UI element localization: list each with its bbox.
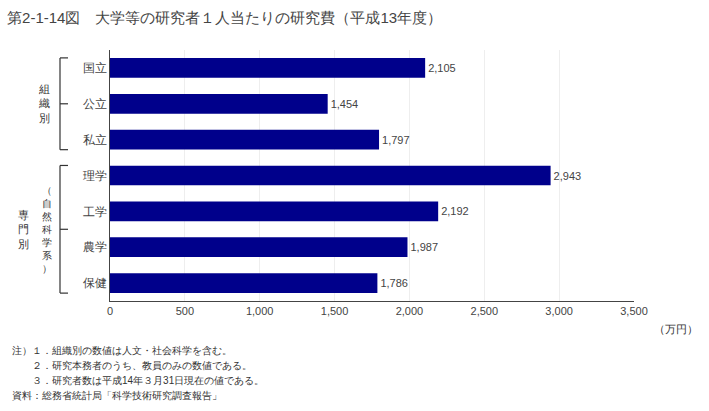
svg-text:1,000: 1,000 [246, 305, 274, 317]
svg-text:2,500: 2,500 [471, 305, 499, 317]
svg-text:500: 500 [176, 305, 194, 317]
svg-text:国立: 国立 [83, 61, 107, 75]
svg-text:組織別: 組織別 [38, 83, 50, 124]
svg-text:注）１．組織別の数値は人文・社会科学を含む。: 注）１．組織別の数値は人文・社会科学を含む。 [12, 345, 232, 356]
svg-text:工学: 工学 [83, 205, 107, 219]
svg-text:0: 0 [107, 305, 113, 317]
svg-text:２．研究本務者のうち、教員のみの数値である。: ２．研究本務者のうち、教員のみの数値である。 [12, 360, 252, 371]
svg-text:1,500: 1,500 [321, 305, 349, 317]
svg-text:3,000: 3,000 [545, 305, 573, 317]
svg-text:1,454: 1,454 [331, 98, 359, 110]
svg-text:2,105: 2,105 [428, 62, 456, 74]
svg-text:３．研究者数は平成14年３月31日現在の値である。: ３．研究者数は平成14年３月31日現在の値である。 [12, 375, 264, 386]
svg-text:3,500: 3,500 [620, 305, 648, 317]
svg-text:私立: 私立 [83, 133, 107, 147]
svg-text:理学: 理学 [83, 169, 107, 183]
svg-text:保健: 保健 [83, 276, 107, 290]
svg-text:（万円）: （万円） [654, 323, 698, 335]
svg-text:農学: 農学 [83, 240, 107, 254]
svg-text:公立: 公立 [83, 97, 107, 111]
svg-text:1,797: 1,797 [382, 134, 410, 146]
svg-text:2,192: 2,192 [441, 205, 469, 217]
svg-text:2,943: 2,943 [554, 170, 582, 182]
svg-text:（自然科学系）: （自然科学系） [42, 185, 52, 274]
svg-text:第2-1-14図 大学等の研究者１人当たりの研究費（平成13: 第2-1-14図 大学等の研究者１人当たりの研究費（平成13年度） [7, 9, 442, 26]
svg-text:1,987: 1,987 [410, 241, 438, 253]
svg-text:1,786: 1,786 [380, 277, 408, 289]
svg-text:専門別: 専門別 [18, 209, 29, 250]
svg-text:2,000: 2,000 [396, 305, 424, 317]
svg-text:資料：総務省統計局「科学技術研究調査報告」: 資料：総務省統計局「科学技術研究調査報告」 [12, 390, 222, 401]
